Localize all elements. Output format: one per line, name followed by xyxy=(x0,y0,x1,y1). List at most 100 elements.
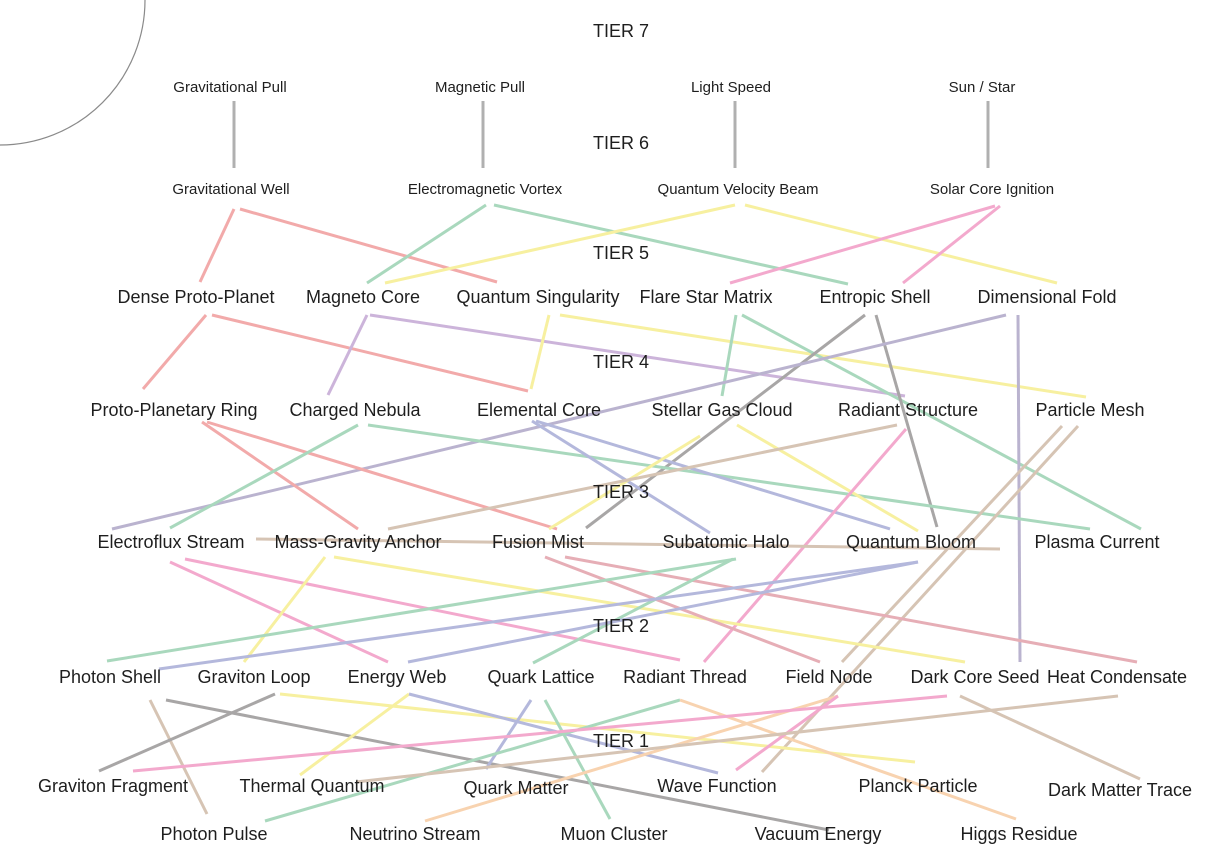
tier-label-tier7: TIER 7 xyxy=(593,21,649,41)
edge-subatomic-to-quark-lattice xyxy=(532,557,734,665)
edge-stellar-gas-to-q-bloom xyxy=(736,423,919,533)
edge-radiant-struct-to-mass-grav xyxy=(387,423,898,531)
edge-fusion-mist-to-heat-cond xyxy=(564,555,1138,664)
node-photon-shell: Photon Shell xyxy=(59,667,161,687)
edge-dim-fold-to-electroflux xyxy=(111,313,1007,531)
edge-grav-well-to-dense-pp xyxy=(198,208,236,283)
node-grav-pull: Gravitational Pull xyxy=(173,79,286,96)
tier-label-tier6: TIER 6 xyxy=(593,133,649,153)
edge-layer xyxy=(98,101,1142,832)
edge-elem-core-to-subatomic xyxy=(531,419,711,535)
edge-charged-neb-to-electroflux xyxy=(169,423,359,530)
edge-qv-beam-to-dim-fold xyxy=(744,203,1058,285)
node-pp-ring: Proto-Planetary Ring xyxy=(90,400,257,420)
node-grav-well: Gravitational Well xyxy=(172,181,289,198)
node-mag-pull: Magnetic Pull xyxy=(435,79,525,96)
edge-photon-shell-to-vacuum xyxy=(98,692,276,773)
edge-pp-ring-to-fusion-mist xyxy=(206,420,558,531)
edge-electroflux-to-energy-web xyxy=(169,560,389,664)
edge-dense-pp-to-pp-ring xyxy=(141,314,208,390)
edge-charged-neb-to-plasma xyxy=(367,423,1091,531)
edge-radiant-thread-to-higgs xyxy=(424,694,839,823)
node-qv-beam: Quantum Velocity Beam xyxy=(658,181,819,198)
node-dim-fold: Dimensional Fold xyxy=(977,287,1116,307)
node-photon-pulse: Photon Pulse xyxy=(160,824,267,844)
node-thermal-q: Thermal Quantum xyxy=(239,776,384,796)
edge-field-node-to-wave-fn xyxy=(132,694,948,773)
edge-dark-core-to-graviton-frag xyxy=(959,694,1141,781)
corner-arc xyxy=(0,0,146,146)
edge-plasma-to-heat-cond xyxy=(148,699,209,815)
edge-grav-well-to-q-sing xyxy=(239,207,498,284)
edge-q-bloom-to-photon-shell xyxy=(158,560,919,671)
edge-qv-beam-to-magneto-core xyxy=(384,203,736,285)
node-q-sing: Quantum Singularity xyxy=(456,287,619,307)
node-electroflux: Electroflux Stream xyxy=(97,532,244,552)
node-neutrino: Neutrino Stream xyxy=(349,824,480,844)
edge-radiant-thread-to-photon-pulse xyxy=(679,698,1017,821)
edge-graviton-loop-to-planck xyxy=(299,692,410,777)
edge-entropic-to-fusion-mist xyxy=(585,313,866,530)
node-muon: Muon Cluster xyxy=(560,824,667,844)
node-elem-core: Elemental Core xyxy=(477,400,601,420)
edge-entropic-to-q-bloom xyxy=(874,314,939,528)
node-particle-mesh: Particle Mesh xyxy=(1035,400,1144,420)
node-sun-star: Sun / Star xyxy=(949,79,1016,96)
node-graviton-frag: Graviton Fragment xyxy=(38,776,188,796)
edge-solar-core-to-entropic xyxy=(902,204,1001,285)
node-higgs: Higgs Residue xyxy=(960,824,1077,844)
node-flare-star: Flare Star Matrix xyxy=(639,287,772,307)
edge-em-vortex-to-entropic xyxy=(493,203,849,286)
edge-solar-core-to-flare-star xyxy=(729,204,996,285)
node-plasma: Plasma Current xyxy=(1034,532,1159,552)
edge-elem-core-to-q-bloom xyxy=(535,419,891,531)
tier-label-layer: TIER 7 TIER 6 TIER 5 TIER 4 TIER 3 TIER 2 TIER… xyxy=(593,21,649,751)
node-radiant-struct: Radiant Structure xyxy=(838,400,978,420)
node-solar-core: Solar Core Ignition xyxy=(930,181,1054,198)
node-charged-neb: Charged Nebula xyxy=(289,400,421,420)
node-energy-web: Energy Web xyxy=(348,667,447,687)
node-fusion-mist: Fusion Mist xyxy=(492,532,584,552)
node-mass-grav: Mass-Gravity Anchor xyxy=(274,532,441,552)
edge-mass-grav-to-dark-core xyxy=(333,555,966,664)
edge-q-sing-to-elem-core xyxy=(529,314,551,390)
edge-energy-web-to-wave-fn xyxy=(484,699,533,770)
tier-label-tier5: TIER 5 xyxy=(593,243,649,263)
edge-stellar-gas-to-fusion-mist xyxy=(548,434,701,531)
edge-pp-ring-to-mass-grav xyxy=(201,420,359,531)
node-dense-pp: Dense Proto-Planet xyxy=(117,287,274,307)
edge-q-bloom-to-energy-web xyxy=(407,560,919,664)
edge-dense-pp-to-elem-core xyxy=(211,313,529,393)
edge-dark-core-to-dark-trace xyxy=(355,694,1119,784)
node-field-node: Field Node xyxy=(785,667,872,687)
edge-subatomic-to-photon-shell xyxy=(106,557,737,663)
node-graviton-loop: Graviton Loop xyxy=(197,667,310,687)
edge-electroflux-to-plasma xyxy=(255,537,1001,551)
edge-magneto-core-to-radiant-struct xyxy=(369,313,906,398)
edge-quark-lattice-to-muon xyxy=(264,698,681,823)
tier-label-tier3: TIER 3 xyxy=(593,482,649,502)
node-stellar-gas: Stellar Gas Cloud xyxy=(651,400,792,420)
edge-flare-star-to-plasma xyxy=(741,313,1142,531)
node-light-speed: Light Speed xyxy=(691,79,771,96)
node-heat-cond: Heat Condensate xyxy=(1047,667,1187,687)
node-dark-trace: Dark Matter Trace xyxy=(1048,780,1192,800)
edge-em-vortex-to-magneto-core xyxy=(366,203,487,285)
node-subatomic: Subatomic Halo xyxy=(662,532,789,552)
node-wave-fn: Wave Function xyxy=(657,776,776,796)
edge-mass-grav-to-graviton-loop xyxy=(242,556,327,663)
node-layer: Gravitational Pull Magnetic Pull Light Spe… xyxy=(38,79,1192,844)
tier-label-tier2: TIER 2 xyxy=(593,616,649,636)
tier-label-tier1: TIER 1 xyxy=(593,731,649,751)
node-radiant-thread: Radiant Thread xyxy=(623,667,747,687)
node-entropic: Entropic Shell xyxy=(819,287,930,307)
tier-label-tier4: TIER 4 xyxy=(593,352,649,372)
edge-q-sing-to-particle-mesh xyxy=(559,313,1087,399)
node-magneto-core: Magneto Core xyxy=(306,287,420,307)
node-quark-lattice: Quark Lattice xyxy=(487,667,594,687)
node-quark-matter: Quark Matter xyxy=(463,778,568,798)
node-dark-core: Dark Core Seed xyxy=(910,667,1039,687)
edge-magneto-core-to-charged-neb xyxy=(326,314,369,396)
